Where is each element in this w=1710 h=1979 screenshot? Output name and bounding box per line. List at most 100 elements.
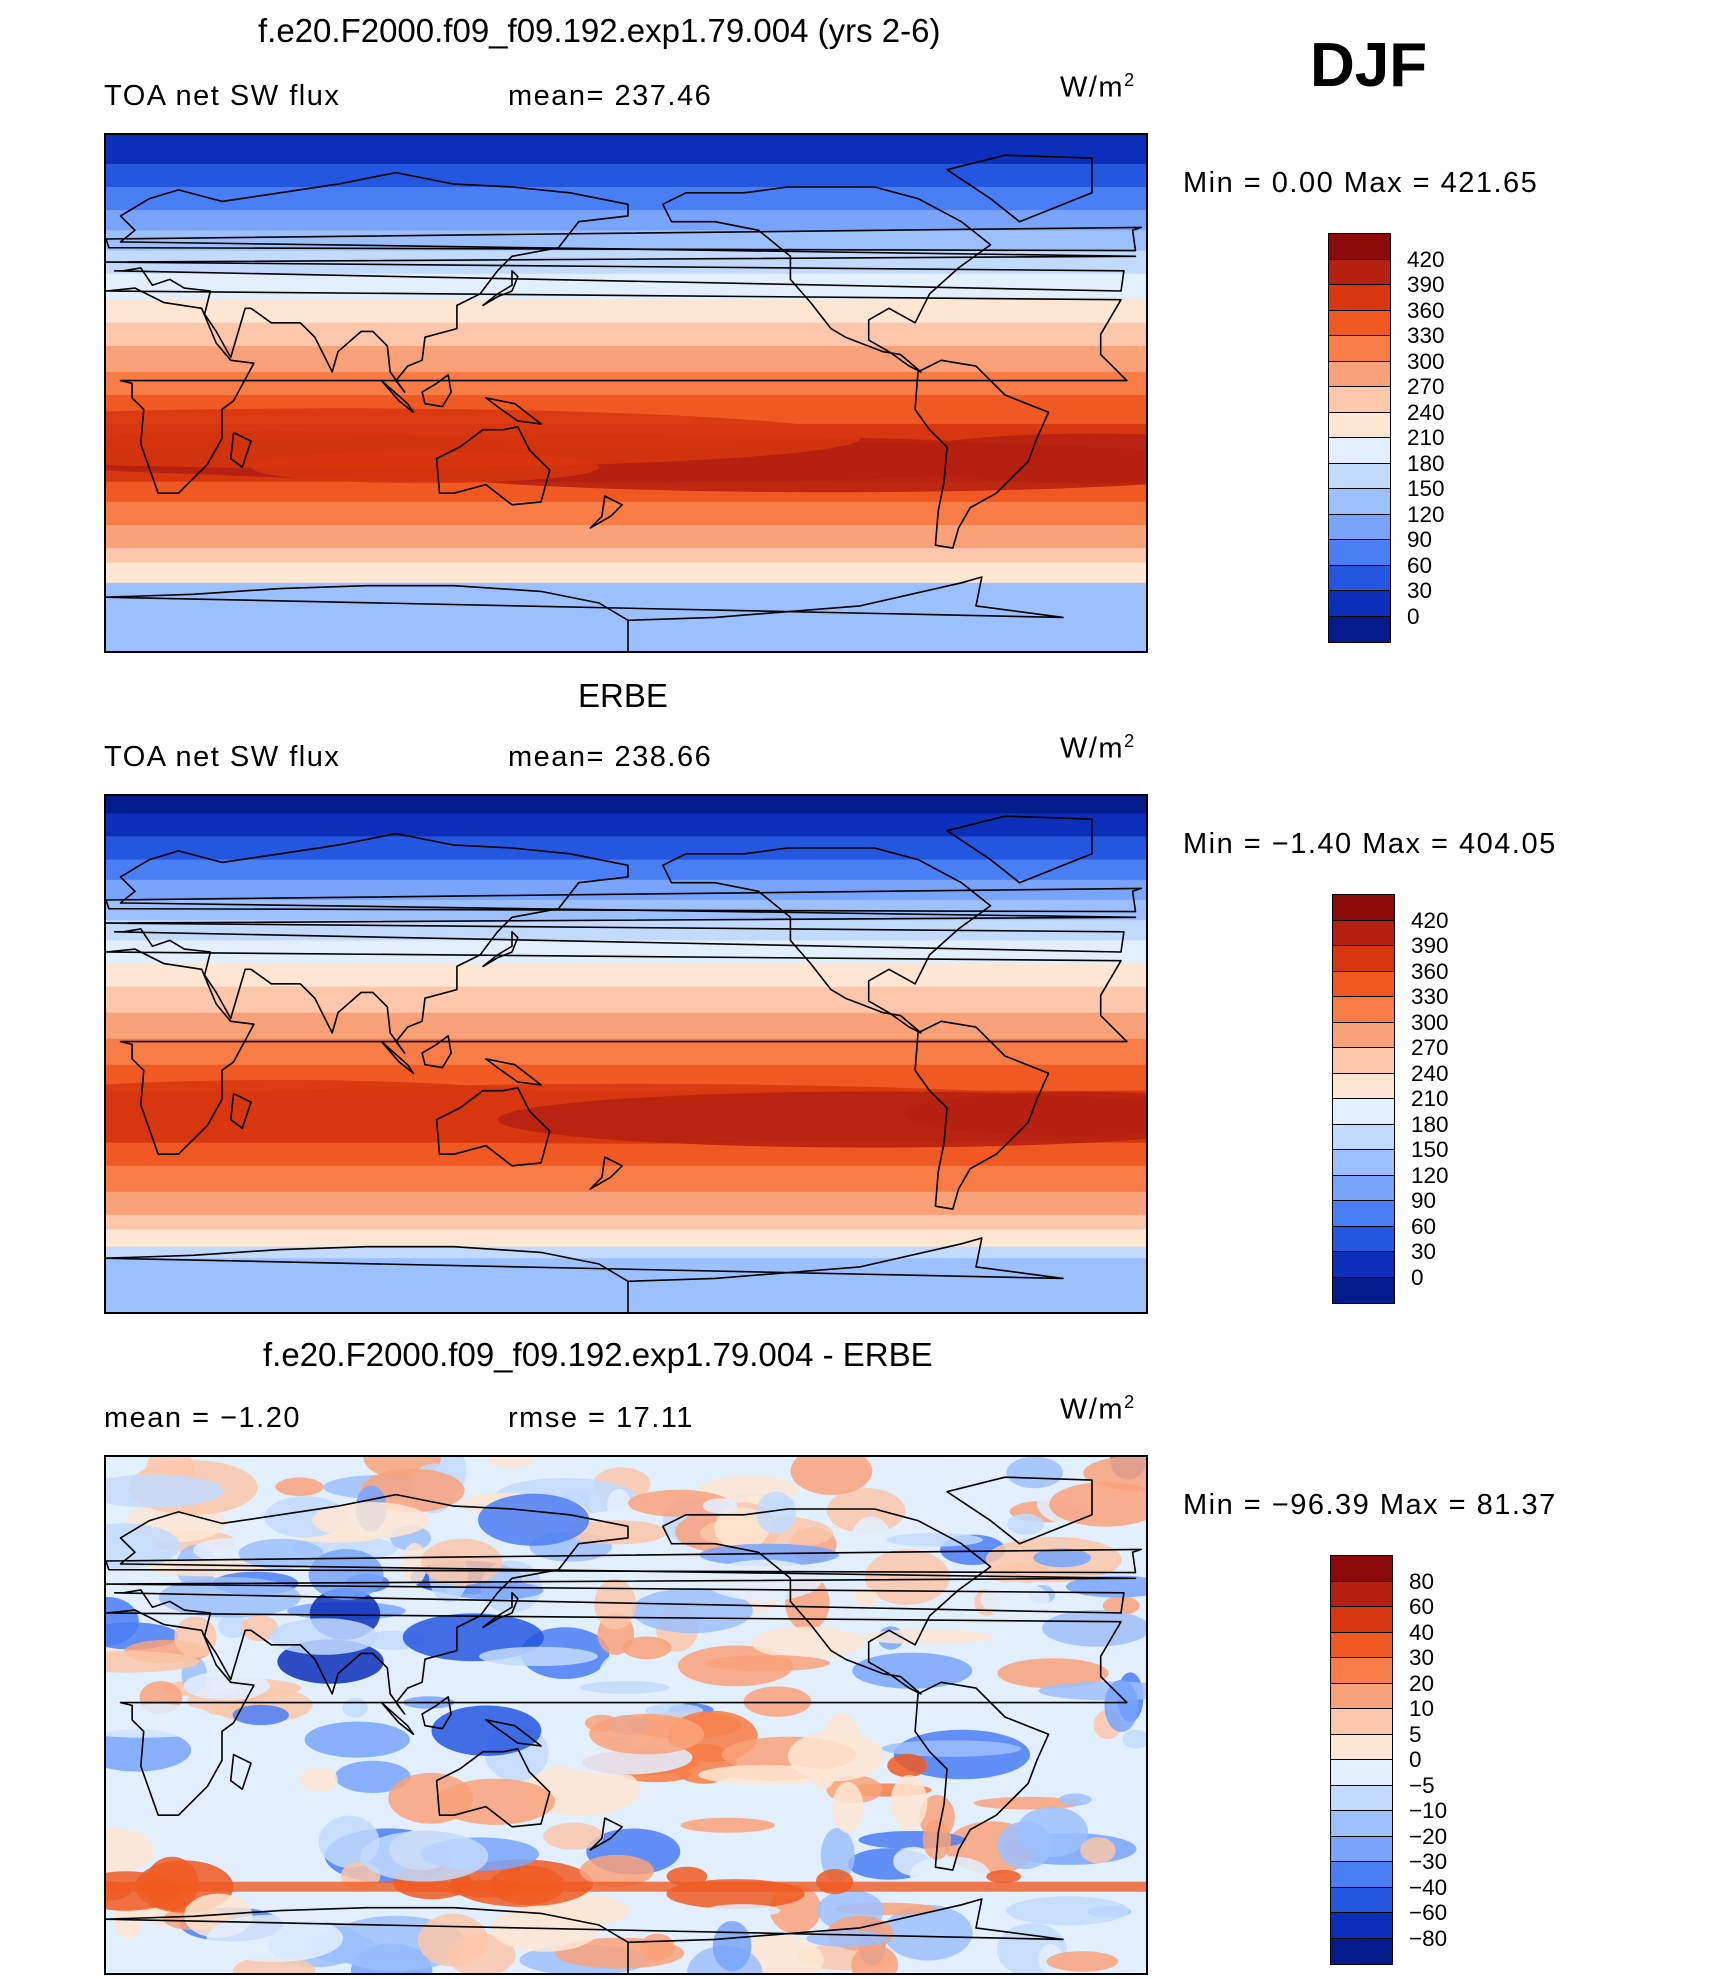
colorbar-swatch xyxy=(1329,285,1390,311)
colorbar-tick-label: 120 xyxy=(1411,1162,1449,1188)
contour-blob xyxy=(1006,1896,1130,1926)
panel-title: f.e20.F2000.f09_f09.192.exp1.79.004 (yrs… xyxy=(258,12,941,49)
coastline xyxy=(421,1696,452,1730)
coastline xyxy=(106,1609,1128,1816)
contour-blob xyxy=(478,1493,590,1546)
contour-blob xyxy=(705,1904,781,1918)
contour-blob xyxy=(705,1655,830,1672)
coastline xyxy=(106,832,1137,1054)
contour-blob xyxy=(627,1489,730,1517)
contour-blob xyxy=(787,1731,885,1782)
contour-blob xyxy=(851,1944,898,1973)
contour-band xyxy=(106,1214,1146,1230)
contour-blob xyxy=(887,1457,968,1506)
contour-blob xyxy=(594,1578,637,1630)
contour-blob xyxy=(886,1533,983,1547)
contour-blob xyxy=(893,1846,934,1876)
contour-blob xyxy=(1083,1457,1146,1491)
colorbar-tick-label: 390 xyxy=(1411,933,1449,958)
colorbar-swatch xyxy=(1329,361,1390,387)
coastline xyxy=(485,397,542,425)
contour-blob xyxy=(445,1581,544,1600)
contour-band xyxy=(106,940,1146,964)
colorbar-swatch xyxy=(1329,336,1390,362)
colorbar-tick-label: 420 xyxy=(1411,907,1449,933)
colorbar-swatch xyxy=(1329,489,1390,515)
coastline xyxy=(914,1020,1050,1210)
contour-blob xyxy=(1007,1513,1045,1535)
contour-blob xyxy=(106,1474,224,1508)
colorbar-swatch xyxy=(1331,1760,1392,1786)
contour-band xyxy=(106,597,1146,651)
coastline xyxy=(435,1087,551,1167)
coastline xyxy=(229,1753,252,1790)
map-canvas xyxy=(106,135,1146,651)
coastline xyxy=(946,154,1093,223)
contour-band xyxy=(106,1142,1146,1167)
colorbar-tick-label: 360 xyxy=(1407,297,1445,323)
colorbar-tick-label: −20 xyxy=(1409,1823,1448,1849)
coastline xyxy=(106,1548,1143,1574)
contour-blob xyxy=(997,1821,1053,1870)
contour-band xyxy=(106,1038,1146,1066)
colorbar-swatch xyxy=(1331,1683,1392,1709)
contour-blob xyxy=(852,1652,973,1689)
contour-blob xyxy=(883,1904,973,1961)
field-label: TOA net SW flux xyxy=(104,80,341,112)
coastline xyxy=(380,1701,415,1736)
colorbar-swatch xyxy=(1333,895,1394,921)
contour-blob xyxy=(146,1558,267,1577)
colorbar-swatch xyxy=(1333,946,1394,972)
coastline xyxy=(435,426,551,506)
colorbar-swatch xyxy=(1331,1658,1392,1684)
contour-blob xyxy=(826,1488,906,1534)
colorbar-swatch xyxy=(1329,591,1390,617)
coastline xyxy=(106,226,1143,252)
contour-blob xyxy=(890,1775,928,1830)
colorbar-swatch xyxy=(1333,1226,1394,1252)
min-max-label: Min = 0.00 Max = 421.65 xyxy=(1183,167,1539,199)
colorbar-tick-label: 60 xyxy=(1407,552,1433,578)
contour-blob xyxy=(699,1543,839,1567)
colorbar-swatch xyxy=(1329,310,1390,336)
contour-blob xyxy=(702,1498,738,1514)
colorbar-swatch xyxy=(1329,387,1390,413)
map-model xyxy=(104,133,1148,653)
contour-blob xyxy=(106,1728,192,1772)
contour-blob xyxy=(973,1796,1083,1810)
contour-band xyxy=(106,1229,1146,1248)
colorbar-swatch xyxy=(1333,920,1394,946)
map-obs xyxy=(104,794,1148,1314)
contour-band xyxy=(106,859,1146,881)
coastline xyxy=(106,887,1143,913)
colorbar-tick-label: −10 xyxy=(1409,1798,1448,1823)
coastline xyxy=(589,495,623,529)
contour-blob xyxy=(402,1542,427,1585)
contour-blob xyxy=(645,1703,704,1718)
mean-label: mean= 238.66 xyxy=(508,741,713,773)
contour-blob xyxy=(232,1704,289,1726)
contour-blob xyxy=(1104,1679,1139,1732)
colorbar-tick-label: 210 xyxy=(1407,425,1445,450)
coastline xyxy=(421,374,452,408)
field-label: TOA net SW flux xyxy=(104,741,341,773)
panel-title: f.e20.F2000.f09_f09.192.exp1.79.004 - ER… xyxy=(263,1336,933,1373)
contour-blob xyxy=(106,408,860,469)
colorbar-swatch xyxy=(1331,1709,1392,1735)
contour-blob xyxy=(806,1930,889,1947)
colorbar-swatch xyxy=(1329,234,1390,260)
colorbar-tick-label: 300 xyxy=(1411,1009,1449,1035)
contour-blob xyxy=(680,1817,775,1833)
colorbar-swatch xyxy=(1329,540,1390,566)
colorbar-swatch xyxy=(1329,514,1390,540)
colorbar-swatch xyxy=(1333,1252,1394,1278)
contour-blob xyxy=(756,1491,796,1534)
contour-blob xyxy=(698,1855,807,1880)
contour-blob xyxy=(622,1636,672,1660)
contour-blob xyxy=(269,1618,379,1655)
contour-blob xyxy=(418,1913,489,1967)
coastline xyxy=(106,1237,1064,1312)
units-label: W/m2 xyxy=(1060,1392,1136,1426)
contour-blob xyxy=(1033,1548,1091,1568)
colorbar-obs xyxy=(1332,894,1395,1304)
